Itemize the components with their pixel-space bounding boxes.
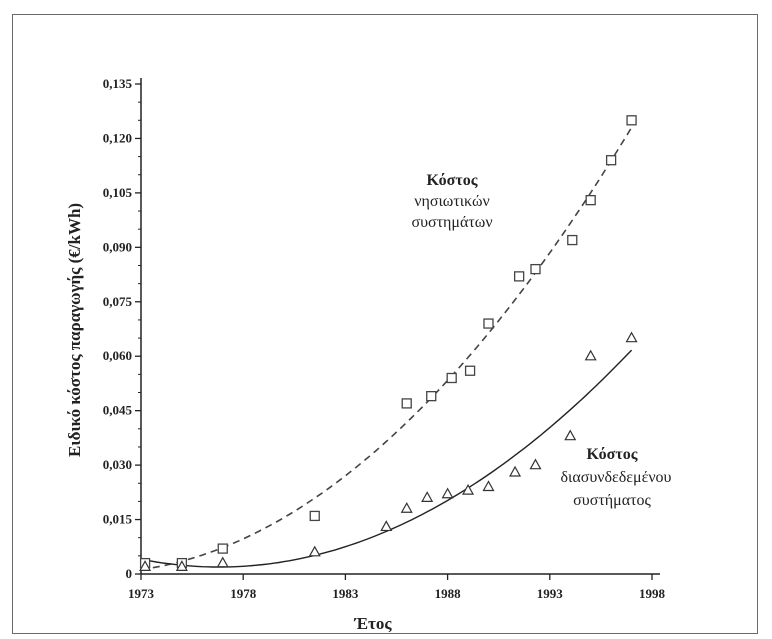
marker-triangle bbox=[380, 520, 393, 532]
marker-square bbox=[605, 155, 617, 166]
marker-square bbox=[483, 318, 494, 329]
annotation-interconnected-line-3: συστήματος bbox=[573, 492, 651, 509]
marker-square bbox=[217, 543, 228, 554]
marker-square bbox=[446, 372, 457, 384]
x-tick-label: 1983 bbox=[332, 586, 359, 601]
marker-square bbox=[401, 398, 412, 409]
marker-square bbox=[464, 365, 476, 376]
marker-triangle bbox=[625, 331, 638, 343]
annotation-interconnected-line-2: διασυνδεδεμένου bbox=[561, 469, 672, 486]
x-tick-label: 1988 bbox=[435, 586, 462, 601]
x-tick-label: 1993 bbox=[537, 586, 564, 601]
x-tick-label: 1998 bbox=[639, 586, 666, 601]
marker-triangle bbox=[216, 556, 229, 568]
marker-triangle bbox=[421, 491, 434, 502]
marker-square bbox=[309, 510, 320, 522]
annotation-islands-line-3: συστημάτων bbox=[411, 214, 492, 231]
y-axis-title: Ειδικό κόστος παραγωγής (€/kWh) bbox=[65, 203, 84, 457]
marker-square bbox=[513, 271, 525, 282]
marker-square bbox=[567, 234, 578, 246]
marker-square bbox=[530, 263, 541, 275]
marker-square bbox=[426, 390, 437, 402]
marker-triangle bbox=[584, 349, 597, 361]
x-axis-title: Έτος bbox=[353, 614, 392, 633]
marker-square bbox=[585, 194, 596, 206]
annotation-islands-line-2: νησιωτικών bbox=[414, 193, 489, 210]
y-tick-label: 0 bbox=[126, 566, 133, 581]
y-tick-label: 0,135 bbox=[103, 76, 133, 91]
y-tick-label: 0,015 bbox=[103, 512, 133, 527]
marker-triangle bbox=[509, 465, 522, 477]
x-tick-label: 1978 bbox=[230, 586, 257, 601]
marker-triangle bbox=[482, 480, 495, 492]
y-tick-label: 0,060 bbox=[103, 348, 132, 363]
marker-triangle bbox=[308, 545, 321, 557]
marker-triangle bbox=[175, 560, 188, 571]
marker-triangle bbox=[400, 502, 413, 513]
x-tick-label: 1973 bbox=[128, 586, 155, 601]
y-tick-label: 0,045 bbox=[103, 403, 133, 418]
fit-curve-interconnected bbox=[140, 349, 633, 568]
marker-triangle bbox=[139, 560, 152, 571]
y-tick-label: 0,120 bbox=[103, 130, 132, 145]
marker-triangle bbox=[441, 487, 454, 499]
y-tick-label: 0,090 bbox=[103, 239, 132, 254]
annotation-interconnected-line-1: Κόστος bbox=[587, 446, 638, 463]
y-tick-label: 0,075 bbox=[103, 294, 133, 309]
marker-triangle bbox=[462, 483, 475, 495]
marker-triangle bbox=[529, 458, 542, 470]
y-tick-label: 0,105 bbox=[103, 185, 133, 200]
marker-square bbox=[626, 115, 637, 126]
marker-triangle bbox=[564, 429, 577, 441]
annotation-islands-line-1: Κόστος bbox=[427, 172, 478, 189]
y-tick-label: 0,030 bbox=[103, 457, 132, 472]
fit-curve-islands bbox=[140, 126, 633, 571]
